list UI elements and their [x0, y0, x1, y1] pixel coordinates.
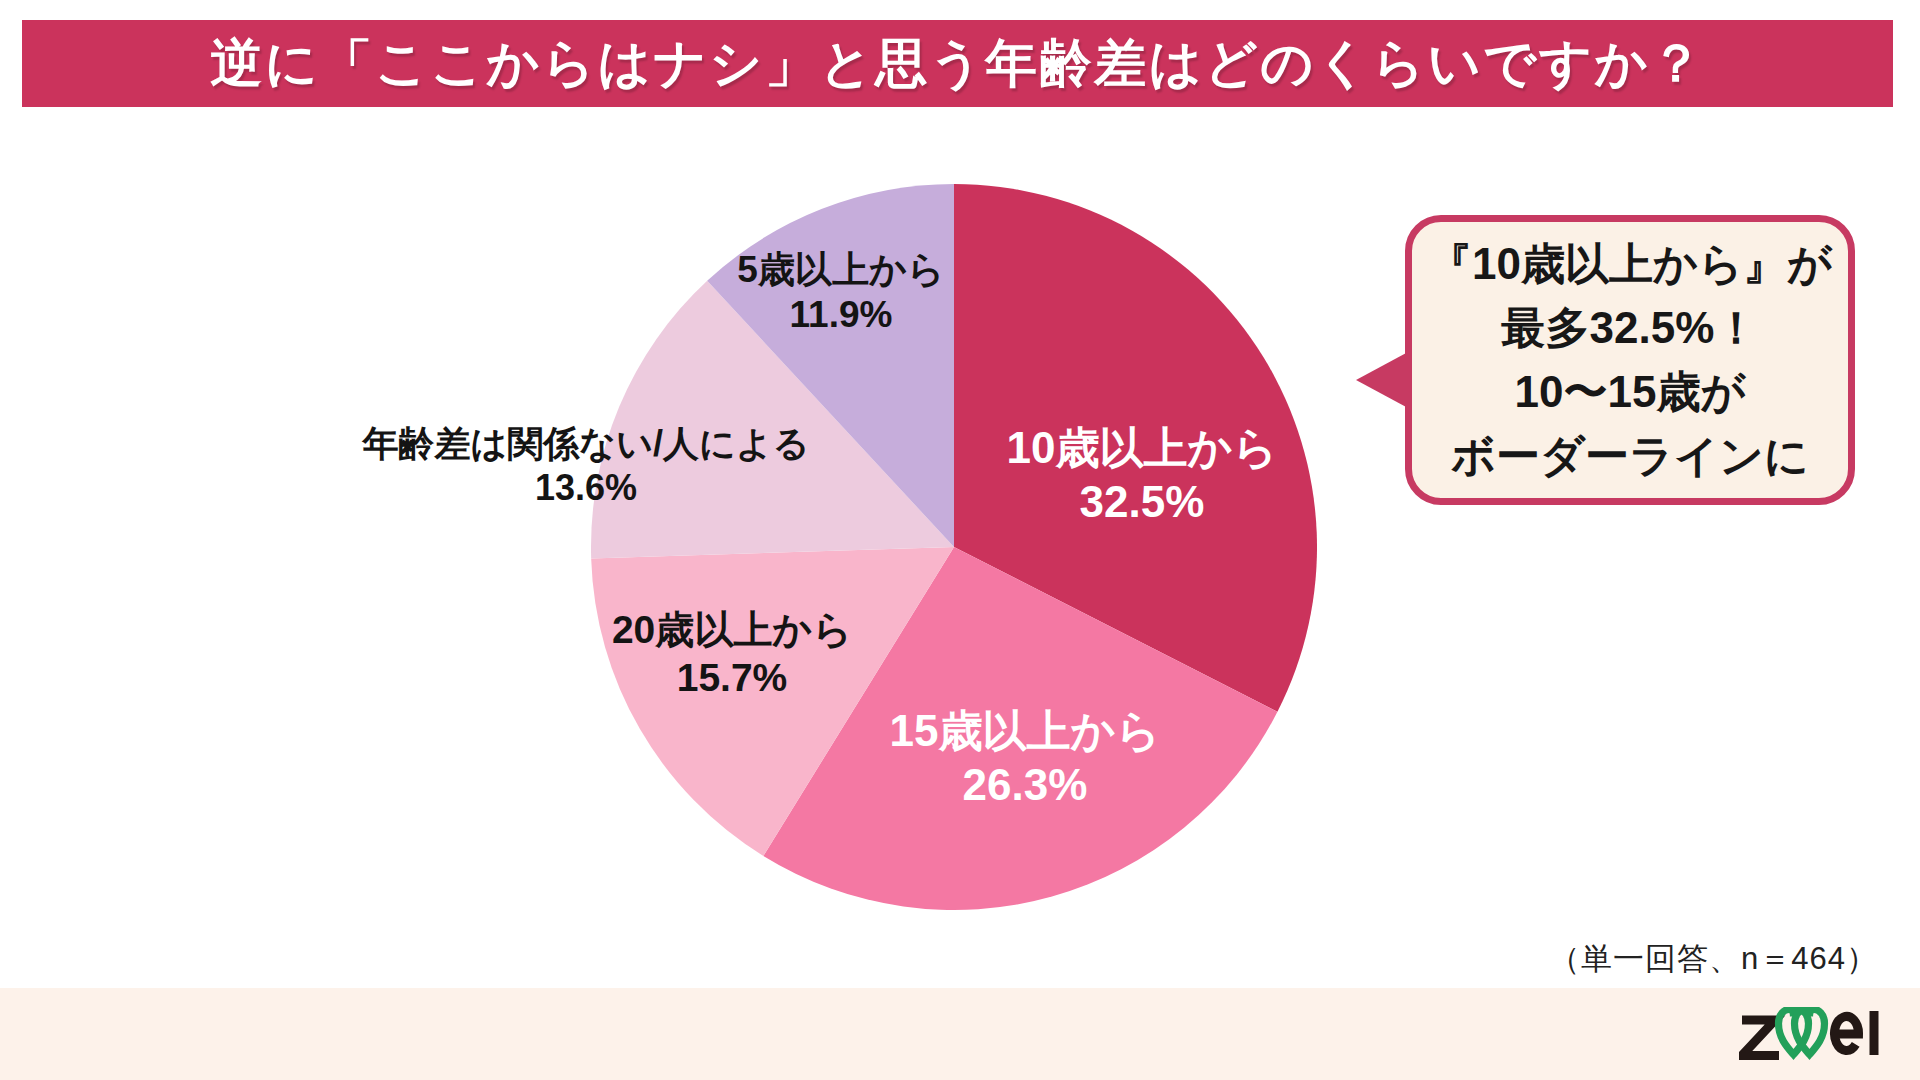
logo-letter-z [1742, 1020, 1779, 1056]
pie-label-15plus: 15歳以上から 26.3% [889, 704, 1160, 811]
logo-letter-e [1835, 1016, 1859, 1050]
pie-label-20plus: 20歳以上から 15.7% [612, 606, 852, 701]
pie-label-norelation: 年齢差は関係ない/人による 13.6% [362, 422, 809, 510]
zwei-logo [1739, 1007, 1889, 1063]
pie-label-10plus: 10歳以上から 32.5% [1006, 421, 1277, 528]
callout-line-2: 最多32.5%！ [1502, 296, 1759, 360]
callout-tail [1356, 352, 1408, 408]
pie-label-5plus: 5歳以上から 11.9% [737, 247, 944, 337]
callout-line-4: ボーダーラインに [1451, 424, 1809, 488]
footer-bar [0, 988, 1920, 1080]
callout-line-3: 10〜15歳が [1515, 360, 1746, 424]
pie-chart [0, 0, 1920, 1080]
survey-footnote: （単一回答、n＝464） [1549, 938, 1878, 980]
callout-line-1: 『10歳以上から』が [1428, 232, 1832, 296]
callout-bubble: 『10歳以上から』が 最多32.5%！ 10〜15歳が ボーダーラインに [1405, 215, 1855, 505]
page: { "header": { "title": "逆に「ここからはナシ」と思う年齢… [0, 0, 1920, 1080]
